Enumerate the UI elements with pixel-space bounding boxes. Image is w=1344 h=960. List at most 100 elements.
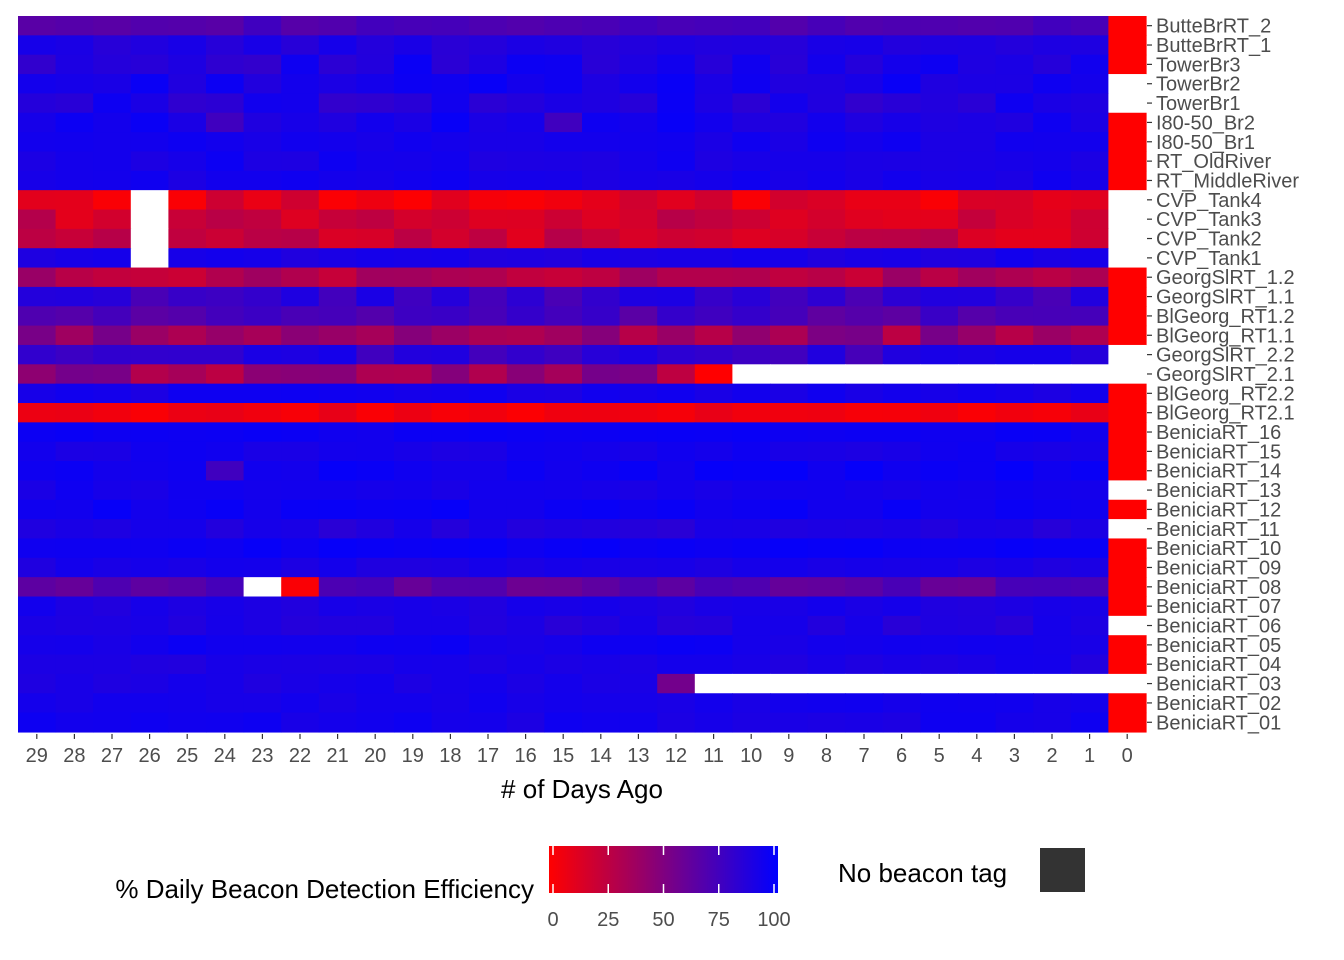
heatmap-cell xyxy=(93,615,132,636)
heatmap-cell xyxy=(130,693,169,714)
heatmap-cell xyxy=(544,190,583,211)
heatmap-cell xyxy=(130,54,169,75)
heatmap-cell xyxy=(694,344,733,365)
heatmap-cell xyxy=(732,519,771,540)
heatmap-cell xyxy=(431,712,470,733)
heatmap-cell xyxy=(619,635,658,656)
heatmap-cell xyxy=(770,54,809,75)
heatmap-cell xyxy=(93,383,132,404)
heatmap-cell xyxy=(318,615,357,636)
heatmap-cell xyxy=(995,170,1034,191)
heatmap-cell xyxy=(93,422,132,443)
heatmap-cell xyxy=(206,170,245,191)
heatmap-cell xyxy=(920,35,959,56)
heatmap-cell xyxy=(281,557,320,578)
heatmap-cell xyxy=(18,635,57,656)
heatmap-cell xyxy=(544,209,583,230)
x-tick-label: 13 xyxy=(627,745,649,767)
heatmap-cell xyxy=(619,93,658,114)
heatmap-cell xyxy=(920,557,959,578)
heatmap-cell xyxy=(206,422,245,443)
heatmap-cell xyxy=(619,557,658,578)
heatmap-cell xyxy=(845,615,884,636)
heatmap-cell xyxy=(770,35,809,56)
heatmap-cell xyxy=(130,712,169,733)
heatmap-cell xyxy=(807,557,846,578)
heatmap-cell xyxy=(168,35,207,56)
heatmap-cell xyxy=(318,112,357,133)
heatmap-cell xyxy=(431,132,470,153)
heatmap-cell xyxy=(55,306,94,327)
heatmap-cell xyxy=(770,712,809,733)
heatmap-cell xyxy=(130,16,169,36)
heatmap-cell xyxy=(168,364,207,385)
heatmap-cell xyxy=(431,693,470,714)
legend-tick-label: 75 xyxy=(708,909,730,931)
heatmap-cell xyxy=(18,712,57,733)
heatmap-cell xyxy=(845,267,884,288)
y-tick-label: BlGeorg_RT2.1 xyxy=(1156,403,1295,425)
heatmap-cell xyxy=(281,93,320,114)
heatmap-cell xyxy=(1033,286,1072,307)
heatmap-cell xyxy=(356,93,395,114)
heatmap-cell xyxy=(845,93,884,114)
heatmap-cell xyxy=(770,673,809,694)
heatmap-cell xyxy=(55,480,94,501)
heatmap-cell xyxy=(93,403,132,423)
heatmap-cell xyxy=(732,615,771,636)
heatmap-cell xyxy=(55,54,94,75)
heatmap-cell xyxy=(582,170,621,191)
heatmap-cell xyxy=(506,403,545,423)
x-tick-label: 7 xyxy=(858,745,869,767)
heatmap-cell xyxy=(431,16,470,36)
heatmap-cell xyxy=(995,499,1034,520)
heatmap-cell xyxy=(506,228,545,249)
heatmap-cell xyxy=(130,35,169,56)
heatmap-cell xyxy=(168,248,207,269)
heatmap-cell xyxy=(206,190,245,211)
heatmap-cell xyxy=(206,441,245,462)
heatmap-cell xyxy=(431,306,470,327)
heatmap-cell xyxy=(18,693,57,714)
heatmap-cell xyxy=(958,615,997,636)
heatmap-cell xyxy=(582,654,621,675)
heatmap-cell xyxy=(920,74,959,94)
heatmap-cell xyxy=(1108,577,1147,598)
heatmap-cell xyxy=(206,132,245,153)
heatmap-cell xyxy=(958,170,997,191)
heatmap-cell xyxy=(582,54,621,75)
heatmap-cell xyxy=(1033,441,1072,462)
heatmap-cell xyxy=(807,267,846,288)
heatmap-cell xyxy=(394,248,433,269)
heatmap-cell xyxy=(18,480,57,501)
heatmap-cell xyxy=(770,74,809,94)
heatmap-cell xyxy=(732,151,771,172)
heatmap-cell xyxy=(431,673,470,694)
heatmap-cell xyxy=(55,461,94,481)
heatmap-cell xyxy=(657,286,696,307)
heatmap-cell xyxy=(845,654,884,675)
heatmap-cell xyxy=(243,209,282,230)
heatmap-cell xyxy=(469,441,508,462)
heatmap-cell xyxy=(807,228,846,249)
heatmap-cell xyxy=(807,422,846,443)
heatmap-cell xyxy=(582,712,621,733)
heatmap-cell xyxy=(619,383,658,404)
heatmap-cell xyxy=(732,190,771,211)
heatmap-cell xyxy=(318,170,357,191)
heatmap-cell xyxy=(544,248,583,269)
heatmap-cell xyxy=(1033,383,1072,404)
heatmap-cell xyxy=(469,693,508,714)
heatmap-cell xyxy=(544,344,583,365)
heatmap-cell xyxy=(1108,557,1147,578)
heatmap-cell xyxy=(920,248,959,269)
heatmap-cell xyxy=(958,519,997,540)
heatmap-cell xyxy=(544,16,583,36)
heatmap-cell xyxy=(770,93,809,114)
heatmap-cell xyxy=(807,693,846,714)
y-tick-label: TowerBr3 xyxy=(1156,54,1240,76)
heatmap-cell xyxy=(958,693,997,714)
heatmap-cell xyxy=(657,480,696,501)
heatmap-cell xyxy=(243,480,282,501)
heatmap-cell xyxy=(770,577,809,598)
